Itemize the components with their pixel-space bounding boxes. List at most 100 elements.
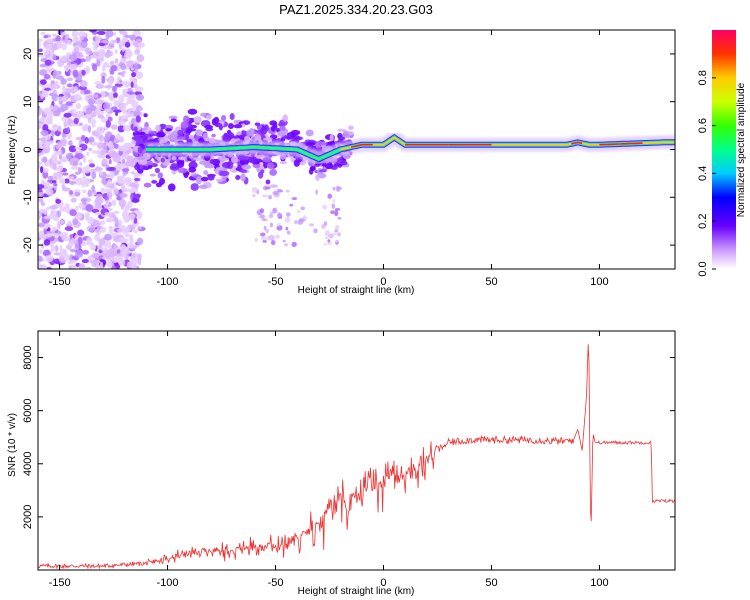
- band-blob: [260, 126, 268, 135]
- tail-blob: [332, 199, 336, 203]
- noise-blob: [89, 244, 97, 251]
- band-blob: [233, 124, 243, 129]
- noise-blob: [87, 189, 93, 197]
- noise-blob: [101, 75, 106, 84]
- noise-blob: [91, 150, 101, 154]
- noise-blob: [91, 184, 96, 193]
- noise-blob: [112, 210, 120, 215]
- noise-blob: [44, 59, 52, 66]
- noise-blob: [68, 53, 78, 62]
- spectrogram-x-tick-label: 0: [380, 276, 386, 288]
- noise-blob: [62, 39, 67, 44]
- noise-blob: [114, 217, 119, 225]
- noise-blob: [79, 181, 87, 186]
- noise-blob: [121, 168, 130, 172]
- noise-blob: [56, 150, 62, 156]
- tail-blob: [269, 211, 274, 217]
- tail-blob: [251, 187, 258, 194]
- ridge-red-core: [599, 142, 643, 146]
- noise-blob: [100, 226, 107, 233]
- snr-y-tick-label: 8000: [22, 345, 34, 369]
- band-blob: [153, 163, 158, 167]
- band-blob: [263, 137, 271, 142]
- noise-blob: [38, 191, 44, 198]
- noise-blob: [40, 202, 46, 207]
- band-blob: [270, 125, 276, 132]
- band-blob: [205, 114, 212, 120]
- noise-blob: [91, 252, 99, 259]
- band-blob: [284, 134, 293, 140]
- band-blob: [307, 142, 316, 146]
- noise-blob: [54, 80, 59, 85]
- band-blob: [260, 169, 265, 174]
- noise-blob: [94, 234, 101, 242]
- tail-blob: [324, 236, 330, 240]
- noise-blob: [82, 189, 87, 194]
- band-blob: [235, 174, 241, 180]
- band-blob: [315, 174, 320, 181]
- noise-blob: [117, 178, 124, 185]
- noise-blob: [69, 248, 77, 253]
- spectrogram-x-tick-label: 50: [485, 276, 497, 288]
- band-blob: [178, 156, 187, 161]
- noise-blob: [103, 188, 113, 193]
- band-blob: [158, 177, 166, 185]
- noise-blob: [115, 111, 119, 116]
- tail-blob: [284, 243, 289, 247]
- band-blob: [177, 167, 188, 174]
- noise-blob: [125, 101, 129, 106]
- noise-blob: [119, 79, 123, 83]
- noise-blob: [85, 204, 94, 212]
- noise-blob: [52, 53, 57, 61]
- noise-blob: [76, 212, 82, 220]
- noise-blob: [82, 249, 90, 255]
- tail-blob: [252, 194, 256, 198]
- noise-blob: [40, 31, 46, 36]
- band-blob: [137, 156, 146, 161]
- snr-x-tick-label: -150: [49, 577, 71, 589]
- noise-blob: [43, 91, 49, 96]
- spectrogram-x-tick-label: -150: [49, 276, 71, 288]
- band-blob: [227, 123, 234, 129]
- noise-blob: [43, 74, 51, 79]
- noise-blob: [85, 55, 91, 62]
- noise-blob: [113, 188, 119, 196]
- noise-blob: [38, 38, 43, 42]
- noise-blob: [104, 183, 114, 189]
- noise-blob: [119, 103, 127, 112]
- noise-blob: [38, 40, 41, 49]
- noise-blob: [68, 176, 75, 180]
- noise-blob: [136, 237, 144, 245]
- noise-blob: [40, 166, 44, 174]
- band-blob: [133, 126, 138, 132]
- noise-blob: [39, 116, 47, 121]
- noise-blob: [43, 34, 49, 39]
- band-blob: [265, 179, 271, 185]
- noise-blob: [117, 119, 126, 126]
- noise-blob: [43, 239, 51, 246]
- tail-blob: [286, 230, 291, 235]
- band-blob: [209, 159, 216, 164]
- band-blob: [151, 180, 158, 184]
- noise-blob: [57, 107, 66, 113]
- tail-blob: [322, 204, 327, 210]
- spectrogram-y-tick-label: -10: [22, 189, 34, 205]
- noise-blob: [113, 99, 120, 107]
- noise-blob: [127, 107, 137, 111]
- tail-blob: [275, 234, 280, 239]
- noise-blob: [70, 61, 75, 65]
- band-blob: [147, 130, 158, 135]
- tail-blob: [297, 209, 301, 214]
- noise-blob: [112, 39, 118, 43]
- noise-blob: [95, 263, 100, 269]
- noise-blob: [57, 61, 63, 68]
- spectrogram-y-tick-label: 20: [22, 48, 34, 60]
- band-blob: [143, 182, 152, 188]
- noise-blob: [61, 43, 67, 51]
- noise-blob: [55, 172, 63, 179]
- band-blob: [193, 116, 202, 124]
- band-blob: [160, 138, 168, 143]
- band-blob: [198, 137, 205, 144]
- noise-blob: [55, 198, 62, 204]
- noise-blob: [46, 69, 52, 74]
